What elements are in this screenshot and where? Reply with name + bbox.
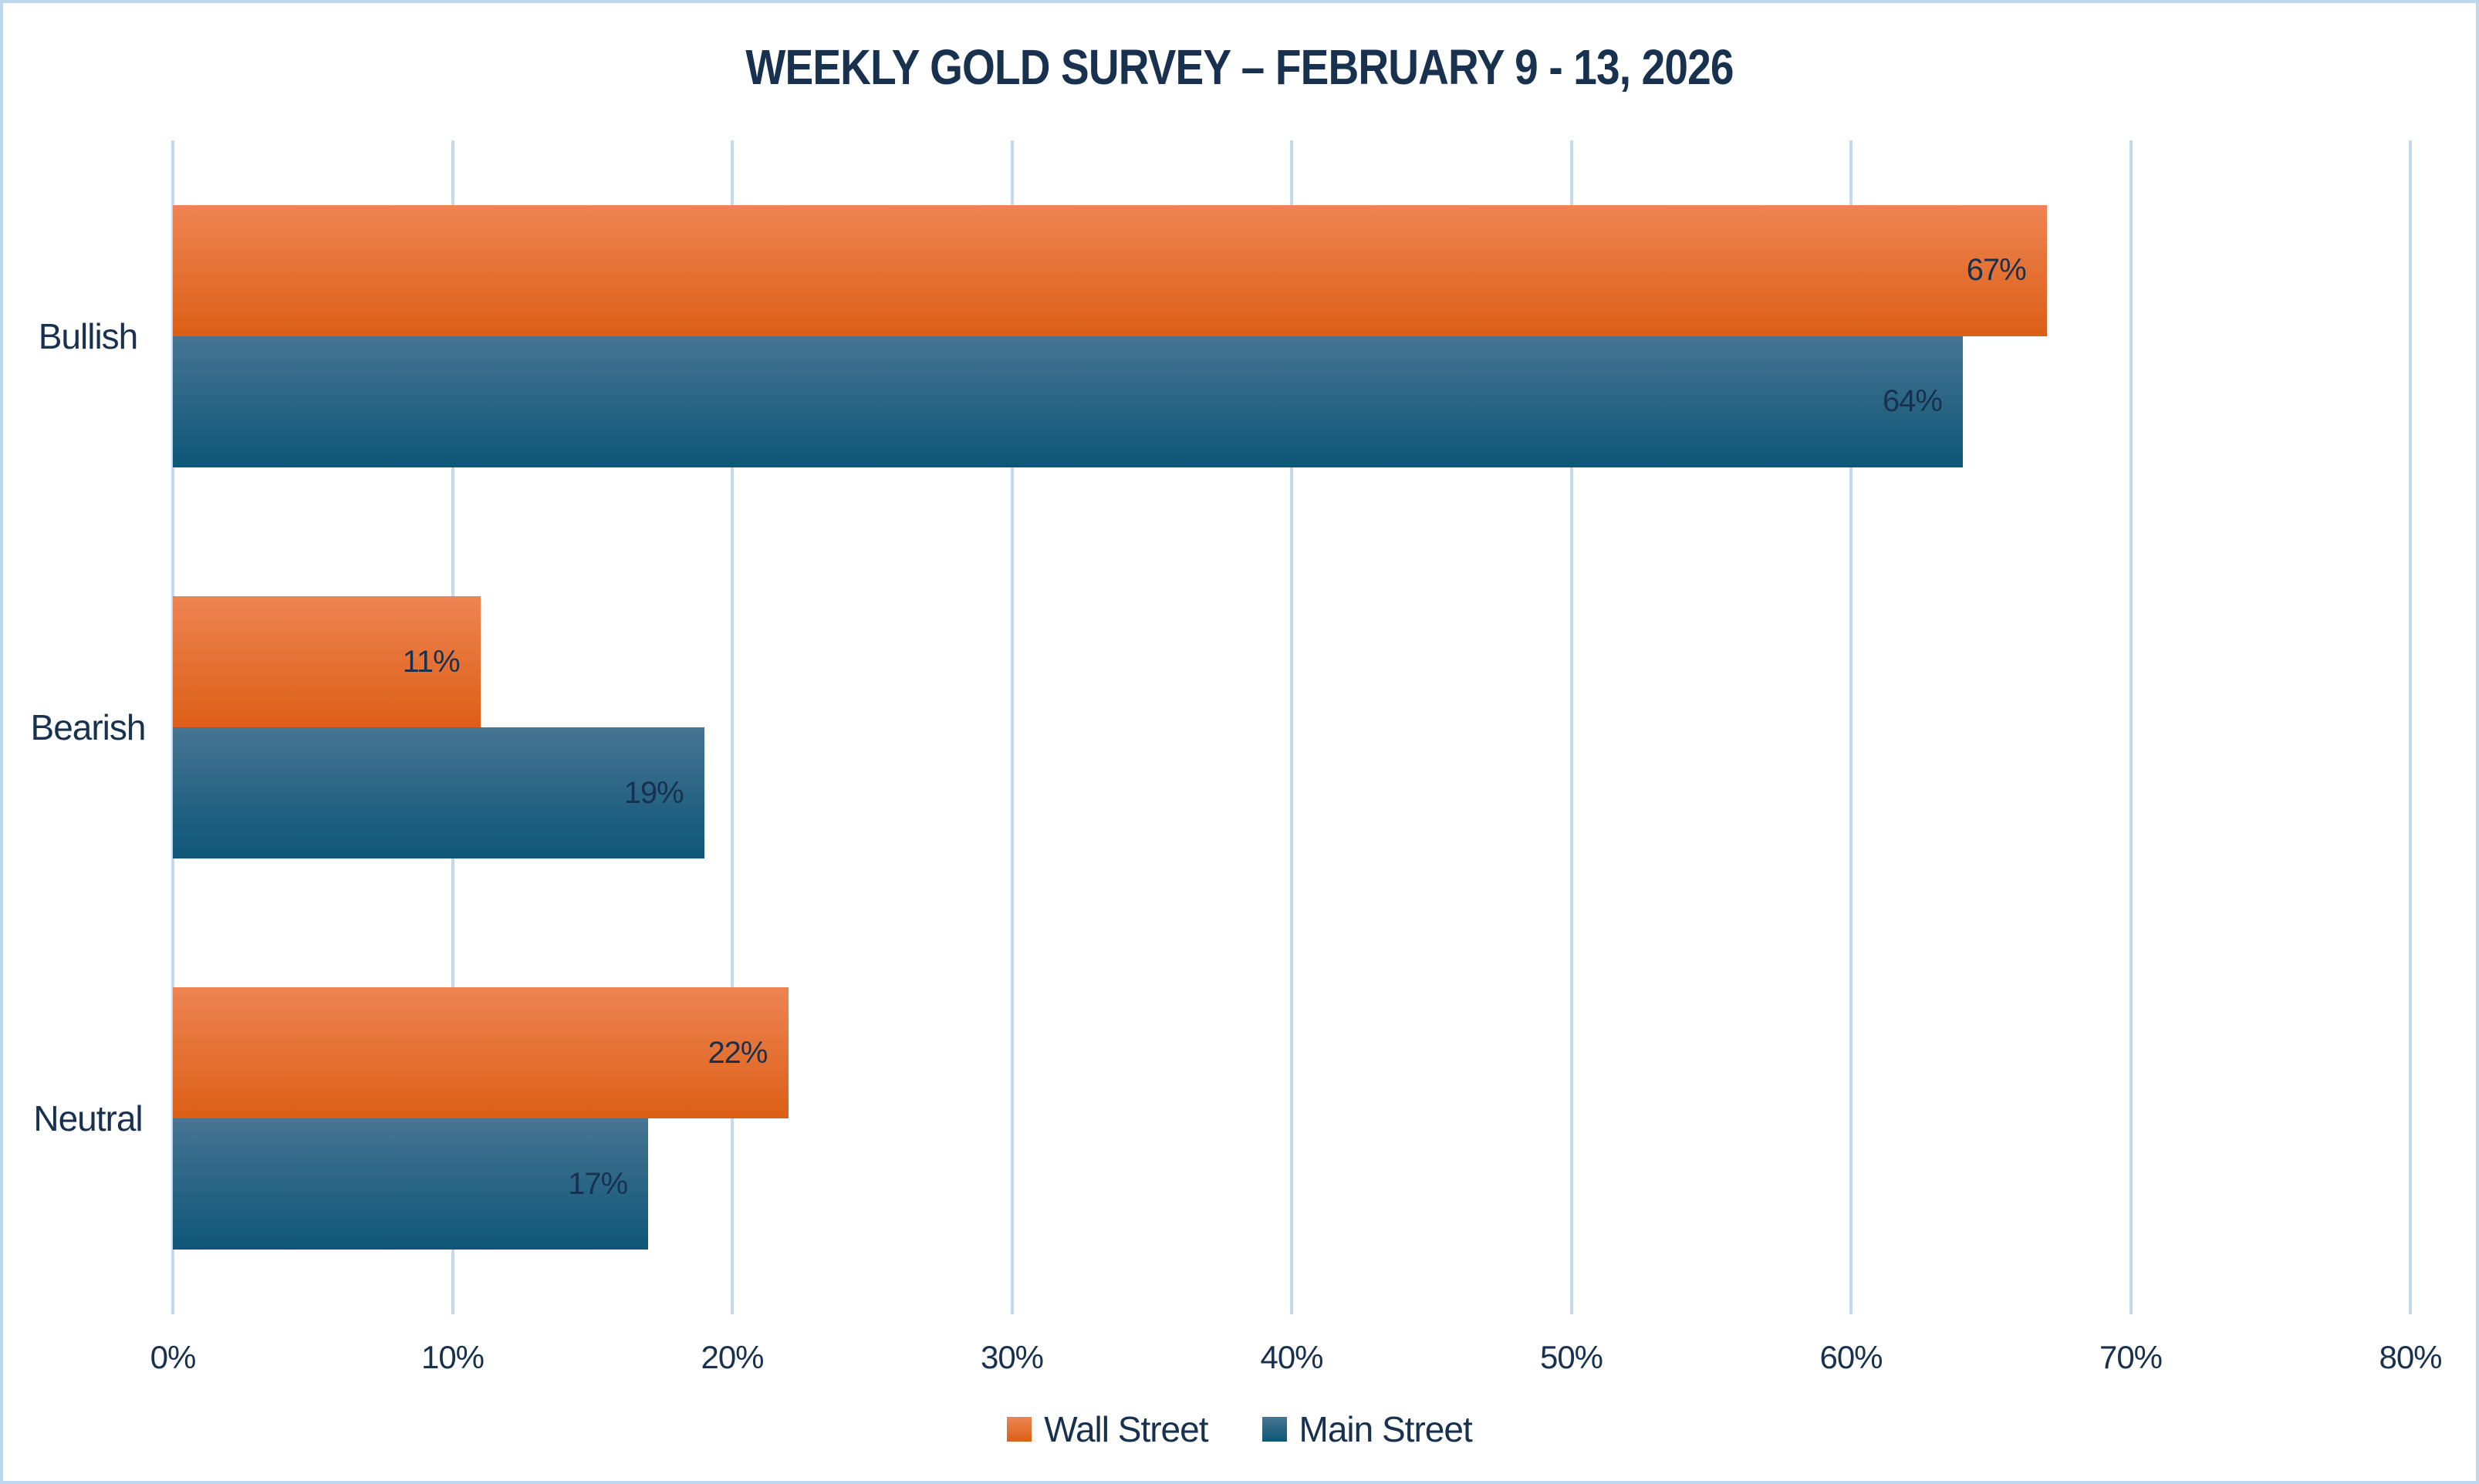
- legend-label-wall-street: Wall Street: [1044, 1409, 1208, 1449]
- x-tick-label-50-: 50%: [1539, 1339, 1603, 1375]
- bar-main-street-neutral: 17%: [173, 1118, 649, 1250]
- x-tick-label-30-: 30%: [980, 1339, 1044, 1375]
- bar-wall-street-neutral: 22%: [173, 987, 789, 1119]
- bar-main-street-bullish: 64%: [173, 336, 1963, 467]
- gridline-40-: [1290, 140, 1293, 1314]
- bar-value-label-wall-street-bearish: 11%: [402, 644, 461, 679]
- category-label-bullish: Bullish: [38, 315, 139, 356]
- gridline-50-: [1569, 140, 1573, 1314]
- bar-value-label-main-street-bullish: 64%: [1882, 384, 1943, 419]
- x-tick-label-40-: 40%: [1260, 1339, 1323, 1375]
- x-tick-label-0-: 0%: [150, 1339, 197, 1375]
- gridline-60-: [1849, 140, 1852, 1314]
- legend-item-wall-street: Wall Street: [1007, 1408, 1209, 1450]
- bar-wall-street-bearish: 11%: [173, 596, 481, 727]
- bar-value-label-wall-street-bullish: 67%: [1966, 253, 2027, 288]
- gridline-30-: [1010, 140, 1014, 1314]
- gridline-20-: [731, 140, 734, 1314]
- gridline-80-: [2409, 140, 2412, 1314]
- category-label-neutral: Neutral: [33, 1098, 143, 1139]
- bar-wall-street-bullish: 67%: [173, 204, 2047, 336]
- bar-value-label-wall-street-neutral: 22%: [708, 1035, 768, 1070]
- bar-value-label-main-street-bearish: 19%: [623, 775, 684, 810]
- x-tick-label-60-: 60%: [1819, 1339, 1883, 1375]
- bar-main-street-bearish: 19%: [173, 727, 704, 858]
- category-label-bearish: Bearish: [30, 707, 147, 747]
- legend-swatch-wall-street: [1007, 1417, 1032, 1442]
- x-tick-label-80-: 80%: [2379, 1339, 2442, 1375]
- x-tick-label-10-: 10%: [420, 1339, 485, 1375]
- legend-swatch-main-street: [1261, 1417, 1287, 1442]
- x-tick-label-70-: 70%: [2099, 1339, 2163, 1375]
- legend-item-main-street: Main Street: [1261, 1408, 1473, 1450]
- bar-value-label-main-street-neutral: 17%: [568, 1166, 628, 1201]
- gridline-70-: [2129, 140, 2133, 1314]
- x-tick-label-20-: 20%: [701, 1339, 764, 1375]
- chart-title: WEEKLY GOLD SURVEY – FEBRUARY 9 - 13, 20…: [745, 39, 1734, 95]
- legend-label-main-street: Main Street: [1299, 1409, 1473, 1449]
- legend: Wall Street Main Street: [3, 1408, 2476, 1450]
- plot-area: 67% 64% 11% 19% 22% 17%: [171, 140, 2412, 1314]
